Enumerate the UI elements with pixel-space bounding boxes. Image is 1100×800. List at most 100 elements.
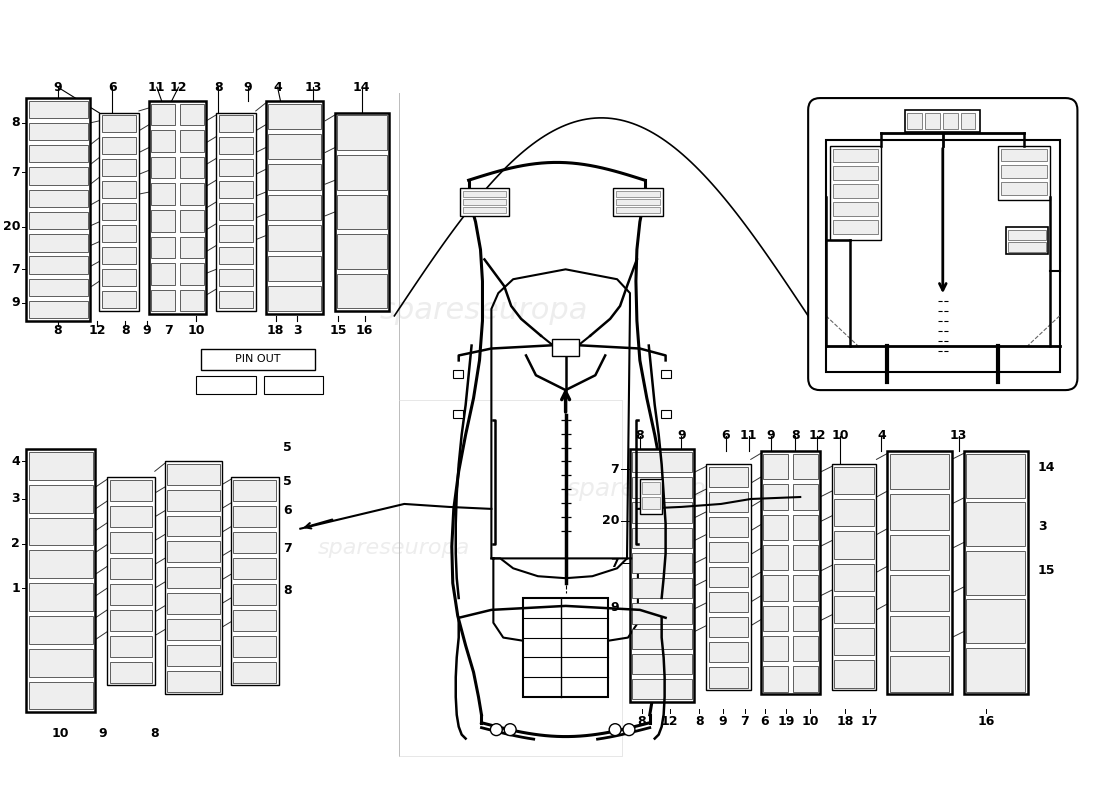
Text: 12: 12	[89, 324, 106, 338]
Text: 6: 6	[284, 504, 293, 518]
Bar	[708, 592, 748, 612]
Bar	[616, 199, 660, 205]
Bar	[833, 184, 879, 198]
Bar	[338, 194, 387, 230]
Text: 12: 12	[808, 429, 826, 442]
Text: PIN OUT: PIN OUT	[235, 354, 280, 365]
Bar	[453, 410, 463, 418]
Bar	[793, 454, 817, 479]
Bar	[29, 167, 88, 185]
Bar	[29, 234, 88, 251]
Circle shape	[504, 724, 516, 735]
Bar	[29, 616, 92, 644]
Bar	[219, 182, 253, 198]
Text: 11: 11	[740, 429, 758, 442]
Bar	[890, 575, 949, 610]
Text: 4: 4	[273, 81, 282, 94]
Text: 13: 13	[305, 81, 322, 94]
Text: 10: 10	[52, 726, 69, 740]
Text: 16: 16	[356, 324, 373, 338]
Bar	[29, 123, 88, 140]
Bar	[833, 220, 879, 234]
Bar	[152, 103, 175, 125]
Bar	[29, 257, 88, 274]
Bar	[463, 207, 506, 213]
Bar	[219, 226, 253, 242]
Bar	[661, 410, 671, 418]
Bar	[632, 578, 692, 598]
Bar	[102, 270, 136, 286]
Text: 9: 9	[143, 324, 151, 338]
Bar	[890, 494, 949, 530]
Bar	[632, 452, 692, 472]
Bar	[641, 482, 660, 494]
Text: 16: 16	[978, 715, 996, 728]
Bar	[966, 454, 1025, 498]
Bar	[793, 666, 817, 691]
Text: 8: 8	[54, 324, 62, 338]
Bar	[890, 656, 949, 691]
Text: 9: 9	[243, 81, 252, 94]
Bar	[233, 480, 276, 501]
Bar	[760, 451, 820, 694]
Bar	[632, 629, 692, 649]
Bar	[167, 645, 220, 666]
Bar	[890, 454, 949, 490]
Bar	[29, 550, 92, 578]
Text: 1: 1	[11, 582, 20, 594]
Text: spareseuropa: spareseuropa	[318, 538, 471, 558]
Text: 8: 8	[284, 583, 293, 597]
Bar	[268, 286, 320, 311]
Bar	[453, 370, 463, 378]
Bar	[641, 497, 660, 509]
Bar	[763, 484, 788, 510]
Bar	[268, 225, 320, 250]
Bar	[708, 467, 748, 487]
Text: 20: 20	[2, 220, 20, 234]
Bar	[152, 290, 175, 311]
Bar	[180, 290, 204, 311]
Bar	[231, 478, 278, 685]
Bar	[832, 464, 877, 690]
Bar	[632, 528, 692, 548]
Text: 5: 5	[284, 474, 293, 488]
Bar	[708, 667, 748, 687]
Bar	[167, 593, 220, 614]
Text: 17: 17	[861, 715, 878, 728]
Text: 4: 4	[877, 429, 886, 442]
Bar	[29, 190, 88, 207]
Bar	[110, 558, 152, 578]
Bar	[219, 138, 253, 154]
Text: 19: 19	[778, 715, 795, 728]
Text: 3: 3	[1037, 520, 1046, 534]
Text: 10: 10	[802, 715, 818, 728]
Bar	[233, 662, 276, 682]
Bar	[167, 542, 220, 562]
Bar	[29, 452, 92, 480]
Bar	[763, 636, 788, 662]
Bar	[613, 188, 662, 216]
Text: 8: 8	[11, 116, 20, 130]
Bar	[108, 478, 155, 685]
Circle shape	[609, 724, 622, 735]
Bar	[29, 518, 92, 546]
Text: 8: 8	[151, 726, 160, 740]
Text: 4: 4	[11, 455, 20, 468]
Bar	[26, 98, 90, 321]
Bar	[338, 274, 387, 309]
Bar	[268, 134, 320, 159]
Bar	[888, 451, 952, 694]
Bar	[833, 202, 879, 216]
Text: 3: 3	[11, 493, 20, 506]
Bar	[524, 598, 608, 697]
Text: 15: 15	[329, 324, 346, 338]
Bar	[219, 159, 253, 177]
Bar	[630, 450, 694, 702]
Bar	[180, 157, 204, 178]
Bar	[268, 255, 320, 281]
Bar	[165, 462, 222, 694]
Bar	[632, 679, 692, 699]
Bar	[829, 146, 881, 240]
Text: 7: 7	[610, 557, 619, 570]
Bar	[266, 101, 323, 314]
